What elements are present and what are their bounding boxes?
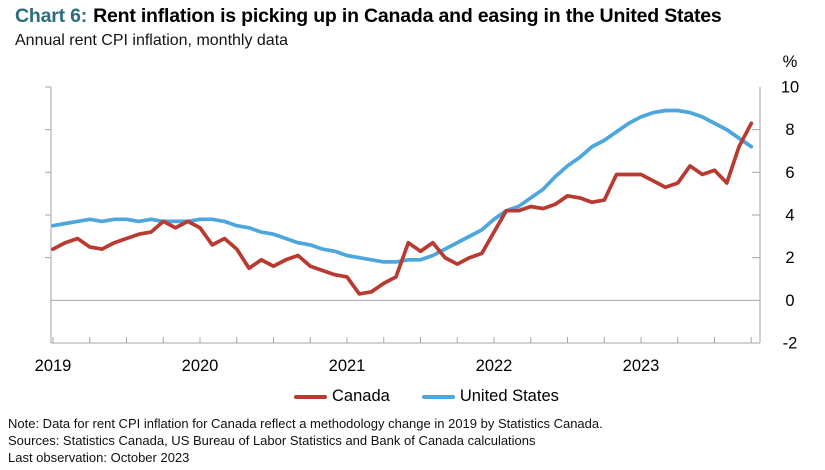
- y-axis-unit-label: %: [783, 53, 798, 71]
- legend-label-canada: Canada: [332, 387, 390, 405]
- legend-label-united-states: United States: [459, 387, 559, 405]
- chart-footnotes: Note: Data for rent CPI inflation for Ca…: [8, 415, 603, 466]
- y-tick-label: 10: [781, 79, 799, 97]
- legend-item-canada: Canada: [294, 387, 390, 406]
- chart-number-label: Chart 6:: [15, 5, 88, 27]
- footnote-last-observation: Last observation: October 2023: [8, 450, 190, 465]
- footnote-note: Note: Data for rent CPI inflation for Ca…: [8, 416, 603, 431]
- united-states-line: [51, 108, 754, 264]
- chart-title: Chart 6: Rent inflation is picking up in …: [15, 5, 722, 28]
- canada-line: [51, 121, 754, 296]
- x-tick-label-2022: 2022: [476, 357, 513, 375]
- chart-subtitle: Annual rent CPI inflation, monthly data: [15, 32, 289, 49]
- canada-line-swatch: [294, 394, 327, 399]
- rent-inflation-line-chart: % 10 8 6 4 2 0 -2 2019 2020 2021 2022 2023: [35, 53, 800, 375]
- legend-item-united-states: United States: [421, 387, 559, 406]
- y-tick-label: -2: [783, 335, 798, 353]
- chart-title-text: Rent inflation is picking up in Canada a…: [93, 5, 722, 27]
- x-tick-label-2020: 2020: [182, 357, 219, 375]
- x-tick-label-2023: 2023: [623, 357, 660, 375]
- footnote-sources: Sources: Statistics Canada, US Bureau of…: [8, 433, 536, 448]
- chart-legend: Canada United States: [294, 387, 559, 406]
- x-tick-label-2019: 2019: [35, 357, 72, 375]
- y-tick-label: 2: [785, 249, 794, 267]
- y-tick-label: 4: [785, 207, 794, 225]
- y-tick-label: 0: [785, 292, 794, 310]
- y-tick-label: 8: [785, 121, 794, 139]
- y-tick-label: 6: [785, 164, 794, 182]
- united-states-line-swatch: [421, 394, 455, 399]
- x-tick-label-2021: 2021: [329, 357, 366, 375]
